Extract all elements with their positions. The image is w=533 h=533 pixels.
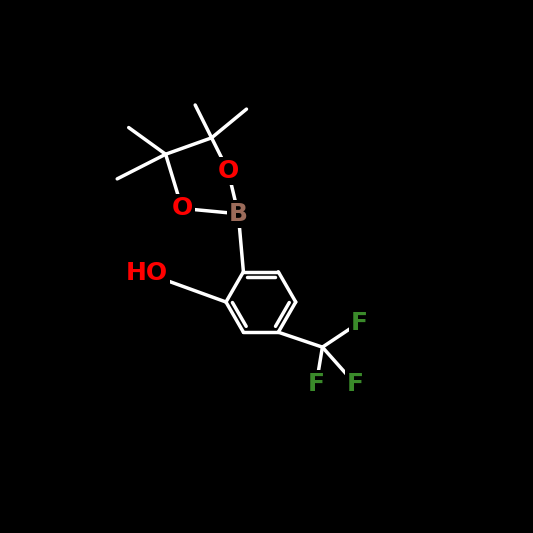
Text: O: O — [217, 159, 239, 183]
Text: B: B — [229, 202, 248, 226]
Text: O: O — [172, 197, 192, 221]
Text: F: F — [351, 311, 368, 335]
Text: F: F — [347, 372, 364, 396]
Text: F: F — [308, 372, 325, 396]
Text: HO: HO — [126, 261, 168, 285]
